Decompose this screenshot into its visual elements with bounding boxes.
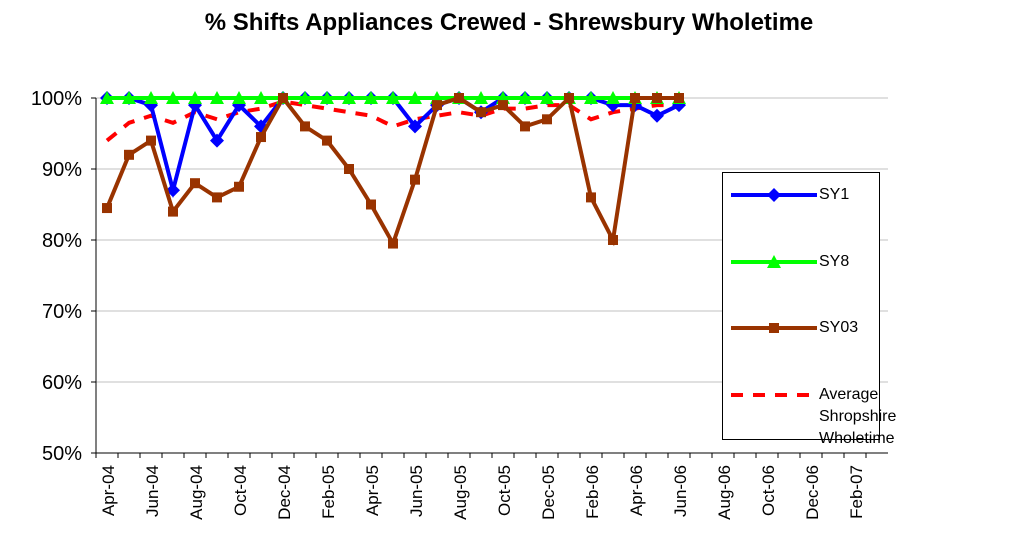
legend-item: SY8 [731, 253, 911, 273]
marker [122, 91, 136, 104]
marker [144, 91, 158, 104]
legend-swatch [731, 393, 817, 397]
legend-item: SY1 [731, 186, 911, 206]
marker [518, 91, 532, 104]
marker [767, 255, 781, 268]
x-tick-label: Oct-04 [231, 465, 250, 516]
marker [769, 323, 779, 333]
marker [190, 178, 200, 189]
legend: SY1 SY8 SY03 Average Shropshire Wholetime [722, 172, 896, 447]
marker [386, 91, 400, 104]
legend-label: SY8 [819, 253, 850, 270]
marker [408, 119, 422, 134]
x-tick-label: Dec-06 [803, 465, 822, 520]
marker [102, 203, 112, 214]
x-tick-label: Apr-04 [99, 465, 118, 516]
marker [342, 91, 356, 104]
series-line [107, 95, 680, 199]
marker [278, 93, 288, 103]
marker [652, 93, 662, 103]
marker [608, 235, 618, 245]
marker [210, 133, 224, 148]
marker [232, 91, 246, 104]
marker [364, 91, 378, 104]
marker [408, 91, 422, 104]
legend-swatch [731, 255, 817, 268]
legend-label: SY1 [819, 186, 850, 203]
marker [650, 108, 664, 123]
y-tick-label: 50% [42, 443, 82, 465]
x-tick-label: Oct-05 [495, 465, 514, 516]
marker [100, 91, 114, 104]
legend-swatch [731, 323, 817, 333]
y-tick-label: 80% [42, 230, 82, 252]
marker [432, 100, 442, 111]
marker [540, 91, 554, 104]
y-tick-label: 100% [31, 88, 82, 110]
marker [564, 93, 574, 103]
marker [166, 91, 180, 104]
x-tick-label: Dec-05 [539, 465, 558, 520]
marker [168, 206, 178, 217]
marker [586, 192, 596, 203]
x-tick-label: Jun-06 [671, 465, 690, 517]
marker [256, 132, 266, 143]
x-tick-label: Jun-04 [143, 465, 162, 517]
marker [584, 91, 598, 104]
marker [606, 91, 620, 104]
marker [476, 107, 486, 118]
x-tick-label: Feb-05 [319, 465, 338, 519]
marker [298, 91, 312, 104]
marker [254, 91, 268, 104]
marker [212, 192, 222, 203]
y-tick-label: 60% [42, 372, 82, 394]
marker [300, 121, 310, 132]
marker [234, 181, 244, 192]
marker [210, 91, 224, 104]
marker [630, 93, 640, 103]
legend-swatch [731, 188, 817, 202]
marker [542, 114, 552, 125]
x-tick-label: Feb-06 [583, 465, 602, 519]
x-tick-label: Dec-04 [275, 465, 294, 520]
marker [498, 100, 508, 111]
chart-title: % Shifts Appliances Crewed - Shrewsbury … [204, 9, 814, 36]
legend-item: Average Shropshire Wholetime [731, 386, 911, 450]
marker [322, 135, 332, 146]
marker [674, 93, 684, 103]
marker [188, 91, 202, 104]
legend-label: SY03 [819, 319, 859, 336]
y-tick-label: 90% [42, 159, 82, 181]
legend-label: Average Shropshire Wholetime [819, 386, 897, 447]
marker [388, 238, 398, 249]
marker [767, 188, 781, 202]
x-tick-label: Aug-04 [187, 465, 206, 520]
x-tick-label: Aug-06 [715, 465, 734, 520]
x-tick-label: Feb-07 [847, 465, 866, 519]
marker [410, 174, 420, 185]
marker [146, 135, 156, 146]
marker [474, 91, 488, 104]
legend-item: SY03 [731, 319, 911, 339]
marker [124, 149, 134, 160]
marker [454, 93, 464, 103]
marker [344, 164, 354, 174]
x-tick-label: Jun-05 [407, 465, 426, 517]
y-tick-label: 70% [42, 301, 82, 323]
x-tick-label: Apr-06 [627, 465, 646, 516]
marker [520, 121, 530, 132]
x-tick-label: Oct-06 [759, 465, 778, 516]
marker [366, 199, 376, 210]
marker [320, 91, 334, 104]
x-tick-label: Apr-05 [363, 465, 382, 516]
x-tick-label: Aug-05 [451, 465, 470, 520]
